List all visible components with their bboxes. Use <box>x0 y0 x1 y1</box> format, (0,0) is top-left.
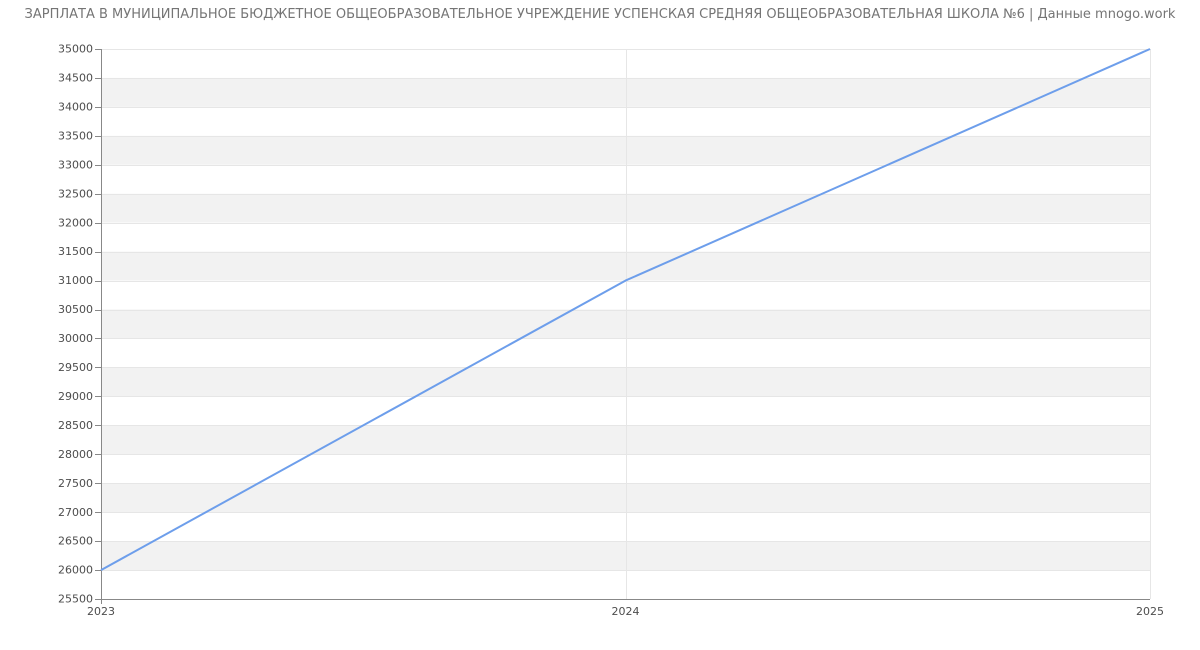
y-tick-label: 26500 <box>58 535 93 548</box>
plot-band <box>101 309 1150 339</box>
plot-band <box>101 77 1150 107</box>
y-tick-label: 28000 <box>58 448 93 461</box>
x-tick-label: 2023 <box>87 605 115 618</box>
y-tick-label: 29000 <box>58 390 93 403</box>
plot-band <box>101 570 1150 599</box>
y-tick-label: 33500 <box>58 129 93 142</box>
plot-band <box>101 135 1150 165</box>
plot-band <box>101 454 1150 484</box>
plot-band <box>101 49 1150 78</box>
plot-band <box>101 193 1150 223</box>
salary-line <box>100 48 1151 571</box>
y-tick-label: 25500 <box>58 593 93 606</box>
y-tick-label: 32000 <box>58 216 93 229</box>
y-tick-label: 34500 <box>58 72 93 85</box>
x-tick-label: 2025 <box>1136 605 1164 618</box>
plot-band <box>101 164 1150 194</box>
y-tick-label: 27500 <box>58 477 93 490</box>
y-tick-label: 33000 <box>58 158 93 171</box>
plot-band <box>101 338 1150 368</box>
y-tick-label: 28500 <box>58 419 93 432</box>
x-tick-label: 2024 <box>612 605 640 618</box>
plot-band <box>101 483 1150 513</box>
plot-band <box>101 280 1150 310</box>
y-tick-label: 35000 <box>58 43 93 56</box>
plot-band <box>101 512 1150 542</box>
plot-band <box>101 106 1150 136</box>
y-tick-label: 30500 <box>58 303 93 316</box>
plot-band <box>101 396 1150 426</box>
plot-band <box>101 541 1150 571</box>
plot-band <box>101 251 1150 281</box>
y-tick-label: 31500 <box>58 245 93 258</box>
y-tick-label: 30000 <box>58 332 93 345</box>
chart-title: ЗАРПЛАТА В МУНИЦИПАЛЬНОЕ БЮДЖЕТНОЕ ОБЩЕО… <box>24 7 1176 22</box>
plot-band <box>101 425 1150 455</box>
y-tick-label: 34000 <box>58 101 93 114</box>
y-tick-label: 26000 <box>58 564 93 577</box>
y-tick-label: 27000 <box>58 506 93 519</box>
plot-band <box>101 222 1150 252</box>
y-tick-label: 31000 <box>58 274 93 287</box>
y-tick-label: 29500 <box>58 361 93 374</box>
y-tick-label: 32500 <box>58 187 93 200</box>
plot-band <box>101 367 1150 397</box>
